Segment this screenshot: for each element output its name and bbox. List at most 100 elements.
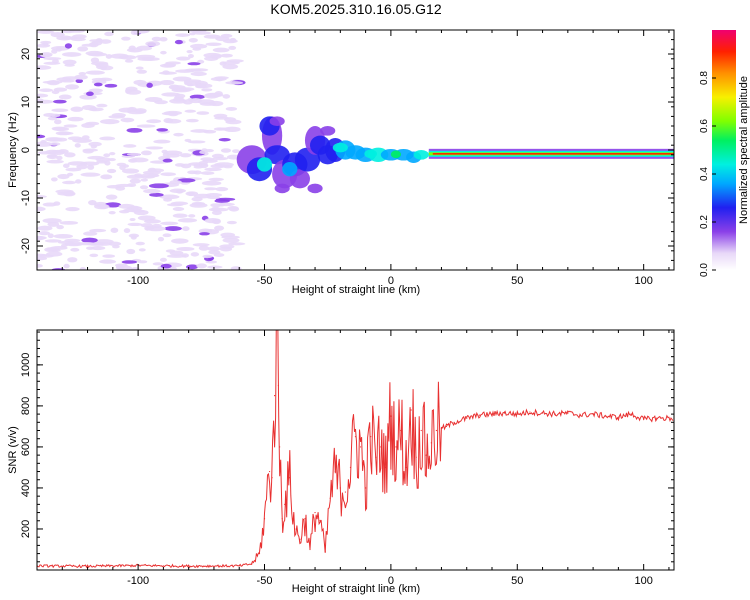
noise-cell xyxy=(175,69,195,73)
colorbar-label: Normalized spectral amplitude xyxy=(738,76,750,224)
snr-data-point xyxy=(541,412,544,414)
noise-cell xyxy=(61,76,80,81)
noise-cell xyxy=(127,106,137,112)
noise-cell xyxy=(161,92,181,97)
noise-cell xyxy=(37,65,52,70)
snr-data-point xyxy=(440,427,443,430)
noise-cell xyxy=(145,146,164,150)
noise-cell xyxy=(50,177,58,182)
noise-cell xyxy=(37,253,48,257)
noise-cell xyxy=(70,106,84,112)
noise-cell xyxy=(46,247,60,251)
snr-data-point xyxy=(425,454,427,456)
noise-cell xyxy=(49,113,61,118)
noise-cell xyxy=(217,202,235,207)
noise-cell xyxy=(204,217,221,224)
transition-blob xyxy=(413,150,429,160)
noise-cell xyxy=(37,98,44,102)
colorbar-tick-label: 0.8 xyxy=(699,71,710,85)
noise-cell xyxy=(129,217,136,222)
noise-cell xyxy=(99,259,117,264)
noise-cell xyxy=(171,238,189,244)
noise-cell xyxy=(50,149,66,155)
noise-cell xyxy=(202,254,213,259)
y-tick-label: 10 xyxy=(20,96,32,108)
snr-data-point xyxy=(344,491,346,493)
noise-cell xyxy=(225,106,238,111)
noise-cell xyxy=(200,171,215,175)
noise-cell xyxy=(122,164,130,168)
snr-data-point xyxy=(289,477,291,479)
snr-data-point xyxy=(370,436,372,438)
y-tick-label: -10 xyxy=(20,190,32,206)
snr-data-point xyxy=(375,456,377,458)
noise-cell xyxy=(78,72,87,76)
transition-blob xyxy=(320,126,336,136)
noise-cell xyxy=(141,173,159,178)
noise-cell xyxy=(126,248,136,255)
snr-data-point xyxy=(420,429,422,432)
noise-cell xyxy=(58,131,74,135)
noise-cell xyxy=(103,153,111,158)
noise-cell xyxy=(207,246,221,252)
noise-cell xyxy=(204,167,222,172)
noise-cell xyxy=(184,138,192,143)
noise-cell xyxy=(190,252,200,257)
noise-cell xyxy=(196,111,210,115)
snr-data-point xyxy=(380,446,382,448)
noise-cell xyxy=(179,153,192,158)
snr-data-point xyxy=(334,470,336,473)
noise-cell xyxy=(137,215,156,221)
colorbar xyxy=(712,30,736,270)
noise-cell xyxy=(186,50,193,54)
snr-data-point xyxy=(630,413,632,415)
noise-cell xyxy=(70,247,80,252)
noise-cell xyxy=(163,118,174,124)
noise-cell xyxy=(146,119,162,124)
noise-cell xyxy=(215,187,229,192)
x-tick-label: -50 xyxy=(257,275,273,287)
noise-cell xyxy=(215,197,236,201)
noise-cell xyxy=(191,201,206,206)
noise-cell xyxy=(146,82,153,88)
noise-cell xyxy=(226,220,237,225)
noise-cell xyxy=(40,52,53,58)
noise-cell xyxy=(164,226,182,231)
noise-cell xyxy=(143,188,161,194)
colorbar-tick-label: 0.6 xyxy=(699,119,710,133)
snr-data-point xyxy=(655,417,657,419)
noise-cell xyxy=(185,191,199,197)
snr-data-point xyxy=(390,415,392,417)
noise-cell xyxy=(89,253,99,258)
noise-cell xyxy=(130,267,140,270)
noise-cell xyxy=(138,248,146,252)
noise-cell xyxy=(211,210,222,216)
noise-cell xyxy=(140,178,148,182)
noise-cell xyxy=(127,222,143,227)
noise-cell xyxy=(151,36,162,42)
noise-cell xyxy=(145,41,161,47)
noise-cell xyxy=(232,149,240,154)
noise-cell xyxy=(222,39,238,44)
snr-data-point xyxy=(238,565,240,567)
noise-cell xyxy=(77,46,89,52)
snr-data-point xyxy=(643,418,645,420)
noise-cell xyxy=(187,62,201,66)
noise-cell xyxy=(46,159,64,164)
noise-cell xyxy=(126,127,143,133)
snr-data-point xyxy=(516,413,518,415)
noise-cell xyxy=(99,118,120,125)
snr-series-line xyxy=(37,330,674,569)
noise-cell xyxy=(81,123,95,128)
noise-cell xyxy=(108,241,122,246)
noise-cell xyxy=(222,94,231,99)
noise-cell xyxy=(187,170,198,175)
noise-cell xyxy=(220,148,232,153)
snr-data-point xyxy=(324,550,326,553)
noise-cell xyxy=(188,37,198,43)
x-tick-label: 100 xyxy=(634,575,652,587)
snr-data-point xyxy=(445,425,448,428)
transition-blob xyxy=(332,142,348,153)
noise-cell xyxy=(163,197,173,202)
